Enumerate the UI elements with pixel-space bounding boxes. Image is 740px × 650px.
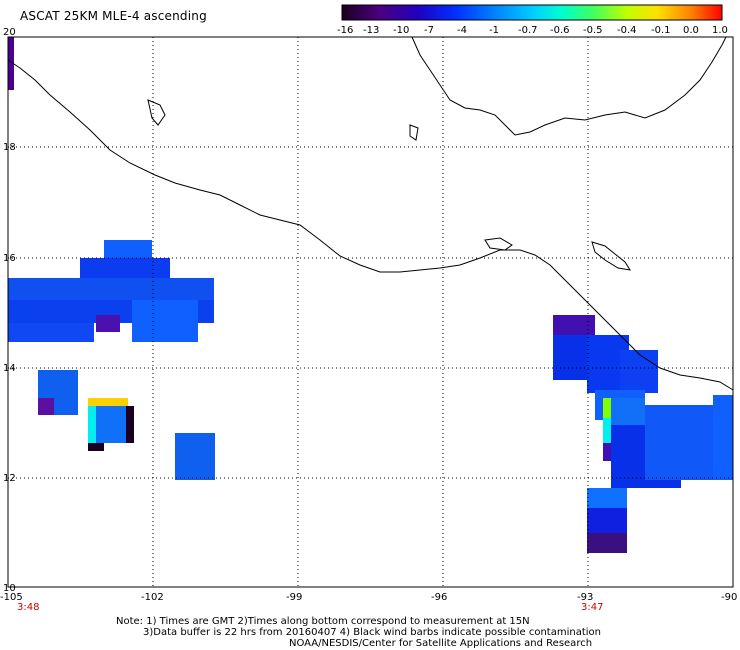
colorbar-label: -7 (424, 25, 434, 36)
colorbar-gradient (341, 4, 723, 21)
colorbar-label: -13 (363, 25, 379, 36)
note-line-3: NOAA/NESDIS/Center for Satellite Applica… (289, 638, 593, 649)
time-label-left: 3:48 (17, 602, 39, 613)
colorbar-label: -0.6 (550, 25, 570, 36)
lat-label: 14 (3, 363, 16, 374)
colorbar-label: 0.0 (683, 25, 699, 36)
colorbar-label: -0.5 (583, 25, 603, 36)
lake (409, 124, 419, 141)
time-label-right: 3:47 (581, 602, 603, 613)
lat-label: 10 (3, 583, 16, 594)
colorbar-label: -4 (457, 25, 467, 36)
lat-label: 12 (3, 473, 16, 484)
colorbar-label: -0.1 (651, 25, 671, 36)
lon-label: -102 (141, 592, 164, 603)
lake (147, 99, 166, 126)
colorbar-label: -0.4 (617, 25, 637, 36)
note-line-2: 3)Data buffer is 22 hrs from 20160407 4)… (143, 627, 601, 638)
colorbar-label: -10 (393, 25, 409, 36)
lat-label: 16 (3, 253, 16, 264)
graticule (8, 37, 733, 587)
lon-label: -105 (0, 592, 23, 603)
coastline (7, 59, 734, 391)
colorbar: -16 -13 -10 -7 -4 -1 -0.7 -0.6 -0.5 -0.4… (337, 4, 728, 36)
lake (591, 241, 632, 271)
colorbar-label: -1 (489, 25, 499, 36)
map-frame (7, 36, 734, 588)
map-title: ASCAT 25KM MLE-4 ascending (20, 9, 207, 23)
note-line-1: Note: 1) Times are GMT 2)Times along bot… (116, 616, 530, 627)
lon-label: -99 (286, 592, 302, 603)
coastline-yucatan (411, 36, 727, 136)
colorbar-label: -0.7 (518, 25, 538, 36)
lake (484, 237, 513, 251)
lon-label: -93 (577, 592, 593, 603)
lat-label: 18 (3, 142, 16, 153)
colorbar-label: 1.0 (712, 25, 728, 36)
lat-label: 20 (3, 27, 16, 38)
lon-label: -96 (431, 592, 447, 603)
wind-data-right (553, 315, 733, 553)
wind-data-left (8, 37, 215, 480)
colorbar-label: -16 (337, 25, 353, 36)
lon-label: -90 (721, 592, 737, 603)
